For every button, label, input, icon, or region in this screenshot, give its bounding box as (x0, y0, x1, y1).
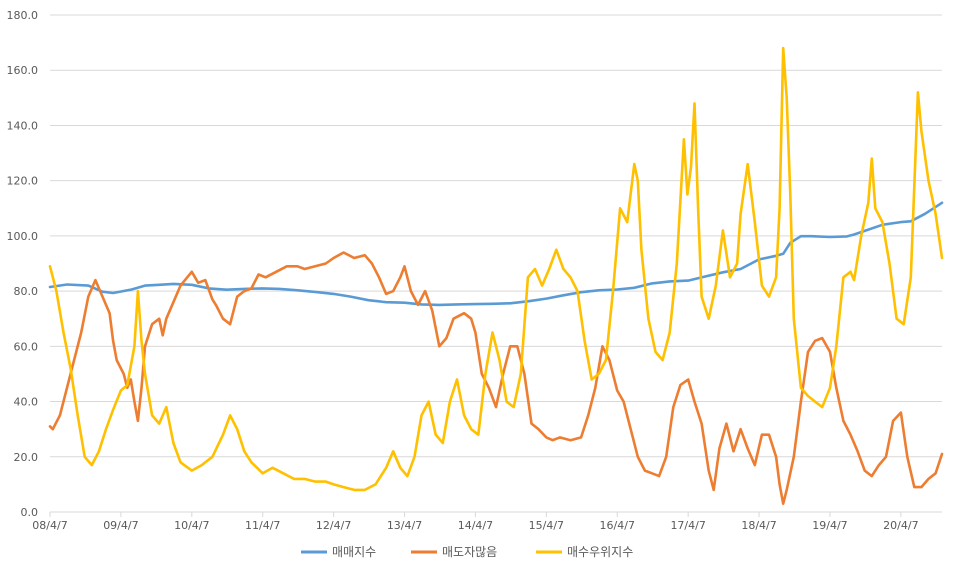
series-lines (48, 46, 944, 505)
y-tick-label: 20.0 (14, 451, 39, 464)
x-tick-label: 10/4/7 (174, 519, 209, 532)
x-tick-label: 13/4/7 (387, 519, 422, 532)
y-tick-label: 100.0 (7, 230, 39, 243)
x-tick-label: 17/4/7 (670, 519, 705, 532)
series-line-3 (48, 46, 944, 492)
legend: 매매지수 매도자많음 매수우위지수 (301, 545, 633, 559)
y-tick-label: 60.0 (14, 340, 39, 353)
x-axis-ticks: 08/4/7 09/4/7 10/4/7 11/4/7 12/4/7 13/4/7 14/4… (32, 512, 919, 532)
x-tick-label: 08/4/7 (32, 519, 67, 532)
x-tick-label: 11/4/7 (245, 519, 280, 532)
y-tick-label: 180.0 (7, 9, 39, 22)
y-tick-label: 120.0 (7, 175, 39, 188)
x-tick-label: 16/4/7 (600, 519, 635, 532)
legend-label-3: 매수우위지수 (567, 545, 633, 559)
x-tick-label: 12/4/7 (316, 519, 351, 532)
x-tick-label: 19/4/7 (812, 519, 847, 532)
y-tick-label: 40.0 (14, 396, 39, 409)
series-line-2 (48, 251, 944, 505)
y-axis-ticks: 0.0 20.0 40.0 60.0 80.0 100.0 120.0 140.0 160.0 1… (7, 9, 39, 519)
x-tick-label: 09/4/7 (103, 519, 138, 532)
legend-label-1: 매매지수 (332, 545, 376, 559)
series-line-1 (48, 201, 944, 307)
x-tick-label: 14/4/7 (458, 519, 493, 532)
y-tick-label: 140.0 (7, 119, 39, 132)
x-tick-label: 20/4/7 (883, 519, 918, 532)
y-tick-label: 160.0 (7, 64, 39, 77)
y-tick-label: 80.0 (14, 285, 39, 298)
y-tick-label: 0.0 (21, 506, 39, 519)
x-tick-label: 18/4/7 (741, 519, 776, 532)
legend-label-2: 매도자많음 (442, 545, 497, 559)
x-tick-label: 15/4/7 (529, 519, 564, 532)
